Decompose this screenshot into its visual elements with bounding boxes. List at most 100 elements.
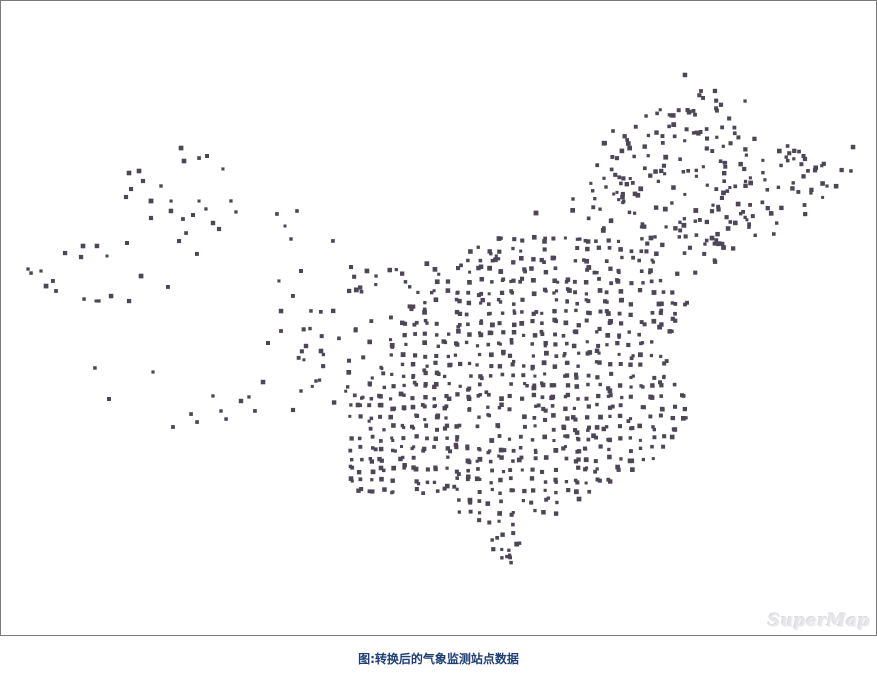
station-point [639, 269, 644, 273]
station-point [378, 414, 383, 419]
station-point [500, 556, 504, 560]
station-point [540, 332, 545, 336]
station-point [605, 333, 611, 338]
station-point [477, 518, 482, 523]
station-point [466, 468, 470, 473]
station-point [787, 151, 792, 156]
station-point [564, 456, 569, 461]
station-point [221, 167, 225, 171]
station-point [497, 511, 502, 516]
station-point [321, 364, 326, 369]
station-point [669, 114, 673, 118]
station-point [632, 154, 636, 159]
station-point [467, 396, 472, 401]
station-point [466, 322, 470, 327]
station-point [413, 332, 417, 336]
station-point [617, 413, 622, 418]
station-point [670, 301, 675, 305]
station-point [721, 144, 725, 148]
station-point [434, 382, 439, 387]
station-point [584, 481, 588, 485]
station-point [712, 241, 717, 246]
map-view[interactable]: SuperMap [0, 0, 877, 636]
station-point [446, 396, 452, 401]
station-point [578, 237, 582, 241]
station-point [617, 424, 622, 429]
station-point [638, 186, 644, 192]
station-point [678, 228, 683, 233]
station-point [414, 434, 419, 439]
station-point [571, 197, 575, 201]
station-point [673, 226, 678, 231]
station-point [812, 168, 818, 173]
station-point [350, 458, 354, 462]
station-point [356, 488, 361, 493]
station-point [367, 339, 372, 345]
station-point [508, 555, 512, 560]
station-point [391, 465, 396, 471]
station-point [517, 541, 522, 545]
station-point [617, 270, 621, 275]
station-point [331, 308, 336, 314]
station-point [498, 491, 502, 495]
station-point [391, 448, 395, 453]
station-point [801, 154, 806, 158]
station-point [652, 435, 657, 440]
station-point [489, 481, 493, 485]
station-point [532, 383, 537, 388]
station-point [477, 352, 482, 357]
station-point [531, 354, 535, 358]
station-point [564, 280, 569, 284]
station-point [522, 414, 527, 419]
station-point [359, 487, 364, 492]
station-point [302, 358, 306, 362]
station-point [318, 348, 324, 354]
station-point [638, 352, 643, 358]
station-point [487, 302, 491, 306]
station-point [490, 468, 494, 473]
station-point [303, 343, 309, 349]
station-point [370, 469, 376, 475]
station-point [617, 175, 622, 180]
station-point [705, 183, 709, 187]
station-point [367, 403, 372, 408]
station-point [731, 246, 736, 251]
station-point [136, 168, 142, 174]
station-point [694, 233, 699, 237]
station-point [662, 361, 667, 366]
station-point [532, 416, 537, 420]
station-point [168, 208, 174, 214]
station-point [585, 351, 590, 356]
station-point [531, 488, 536, 493]
station-point [487, 392, 491, 397]
station-point [484, 390, 489, 395]
station-point [123, 194, 129, 200]
station-point [393, 449, 397, 453]
station-point [693, 270, 698, 275]
station-point [693, 112, 697, 117]
station-point [543, 480, 548, 484]
station-point [640, 405, 645, 409]
station-point [650, 444, 654, 449]
station-point [725, 226, 731, 231]
station-point [478, 258, 483, 263]
station-point [422, 331, 427, 336]
station-point [553, 266, 558, 271]
station-point [629, 449, 633, 453]
station-point [275, 212, 279, 216]
station-point [572, 406, 576, 410]
station-point [639, 384, 643, 388]
station-point [125, 241, 129, 245]
station-point [637, 332, 641, 337]
station-point [691, 109, 696, 113]
station-point [825, 184, 829, 188]
station-point [714, 187, 719, 191]
station-point [511, 278, 516, 283]
station-point [457, 323, 462, 327]
station-point [561, 334, 566, 338]
station-point [661, 290, 666, 294]
station-point [486, 405, 490, 409]
station-point [62, 250, 68, 256]
station-point [598, 382, 602, 387]
station-point [813, 165, 818, 171]
